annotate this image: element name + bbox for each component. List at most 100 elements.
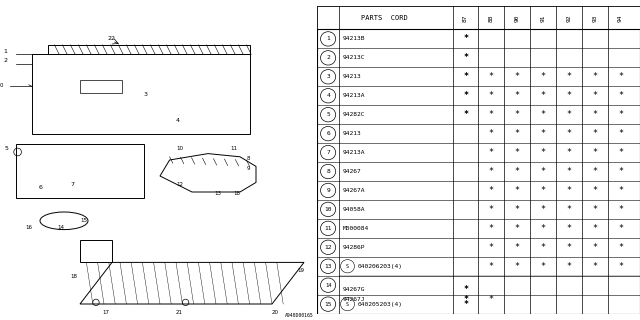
Text: *: * (489, 91, 494, 100)
Text: M000084: M000084 (342, 226, 369, 231)
Text: *: * (463, 295, 468, 304)
Text: *: * (566, 205, 572, 214)
Text: 87: 87 (463, 14, 468, 22)
Text: *: * (541, 224, 545, 233)
Text: *: * (515, 91, 520, 100)
Text: *: * (592, 262, 597, 271)
Text: 13: 13 (214, 191, 221, 196)
Text: *: * (541, 243, 545, 252)
Text: *: * (489, 72, 494, 81)
Text: 91: 91 (541, 14, 545, 22)
Text: *: * (463, 53, 468, 62)
Text: *: * (489, 167, 494, 176)
Text: 15: 15 (324, 302, 332, 307)
Text: 7: 7 (70, 181, 74, 187)
Text: *: * (618, 72, 623, 81)
Text: *: * (592, 205, 597, 214)
Text: 0: 0 (0, 83, 3, 88)
Text: S: S (346, 302, 349, 307)
Text: *: * (592, 129, 597, 138)
Text: *: * (592, 167, 597, 176)
Text: *: * (566, 262, 572, 271)
Text: *: * (566, 243, 572, 252)
Text: 1: 1 (326, 36, 330, 41)
Text: *: * (541, 91, 545, 100)
Text: 90: 90 (515, 14, 520, 22)
Text: *: * (566, 224, 572, 233)
Text: 94058A: 94058A (342, 207, 365, 212)
Text: 92: 92 (566, 14, 572, 22)
Text: 1: 1 (3, 49, 7, 54)
Text: *: * (515, 148, 520, 157)
Text: *: * (541, 205, 545, 214)
Text: *: * (515, 205, 520, 214)
Text: 94282C: 94282C (342, 112, 365, 117)
Text: *: * (566, 72, 572, 81)
Text: 8: 8 (326, 169, 330, 174)
Text: 12: 12 (324, 245, 332, 250)
Text: *: * (618, 129, 623, 138)
Text: 21: 21 (176, 310, 183, 315)
Text: 11: 11 (324, 226, 332, 231)
Text: *: * (515, 167, 520, 176)
Text: 7: 7 (326, 150, 330, 155)
Text: *: * (489, 224, 494, 233)
Text: *: * (463, 110, 468, 119)
Text: *: * (463, 285, 468, 294)
Text: 4: 4 (176, 117, 180, 123)
Text: *: * (618, 205, 623, 214)
Text: *: * (463, 285, 468, 294)
Text: *: * (515, 186, 520, 195)
Text: *: * (463, 35, 468, 44)
Text: 94267: 94267 (342, 169, 362, 174)
Text: *: * (515, 224, 520, 233)
Text: *: * (463, 91, 468, 100)
Text: *: * (463, 72, 468, 81)
Text: *: * (515, 129, 520, 138)
Text: *: * (489, 110, 494, 119)
Text: *: * (541, 186, 545, 195)
Text: *: * (566, 91, 572, 100)
Text: *: * (541, 148, 545, 157)
Text: *: * (489, 243, 494, 252)
Text: 94213A: 94213A (342, 93, 365, 98)
Text: *: * (566, 110, 572, 119)
Bar (317, 6, 640, 29)
Text: *: * (566, 186, 572, 195)
Text: 040206203(4): 040206203(4) (357, 264, 402, 269)
Text: *: * (592, 186, 597, 195)
Text: 94213A: 94213A (342, 150, 365, 155)
Text: 2: 2 (326, 55, 330, 60)
Text: *: * (515, 243, 520, 252)
Text: 11: 11 (230, 147, 237, 151)
Text: 4: 4 (326, 93, 330, 98)
Text: 94267A: 94267A (342, 188, 365, 193)
Text: 10: 10 (176, 147, 183, 151)
Text: *: * (618, 186, 623, 195)
Text: 94286P: 94286P (342, 245, 365, 250)
Text: *: * (463, 53, 468, 62)
Text: *: * (463, 91, 468, 100)
Text: *: * (618, 110, 623, 119)
Text: 13: 13 (324, 264, 332, 269)
Text: *: * (489, 129, 494, 138)
Text: *: * (618, 167, 623, 176)
Text: 3: 3 (326, 74, 330, 79)
Text: 040205203(4): 040205203(4) (357, 302, 402, 307)
Text: *: * (489, 148, 494, 157)
Text: 94: 94 (618, 14, 623, 22)
Text: 15: 15 (80, 218, 87, 223)
Text: 94213: 94213 (342, 74, 362, 79)
Text: 17: 17 (102, 310, 109, 315)
Text: *: * (463, 300, 468, 308)
Text: 6: 6 (326, 131, 330, 136)
Text: 5: 5 (5, 147, 9, 151)
Text: 88: 88 (489, 14, 494, 22)
Text: *: * (592, 224, 597, 233)
Text: *: * (515, 72, 520, 81)
Text: A940D00165: A940D00165 (285, 313, 314, 318)
Text: 18: 18 (234, 191, 241, 196)
Text: *: * (618, 91, 623, 100)
Text: 2: 2 (3, 58, 7, 63)
Text: 19: 19 (298, 268, 305, 273)
